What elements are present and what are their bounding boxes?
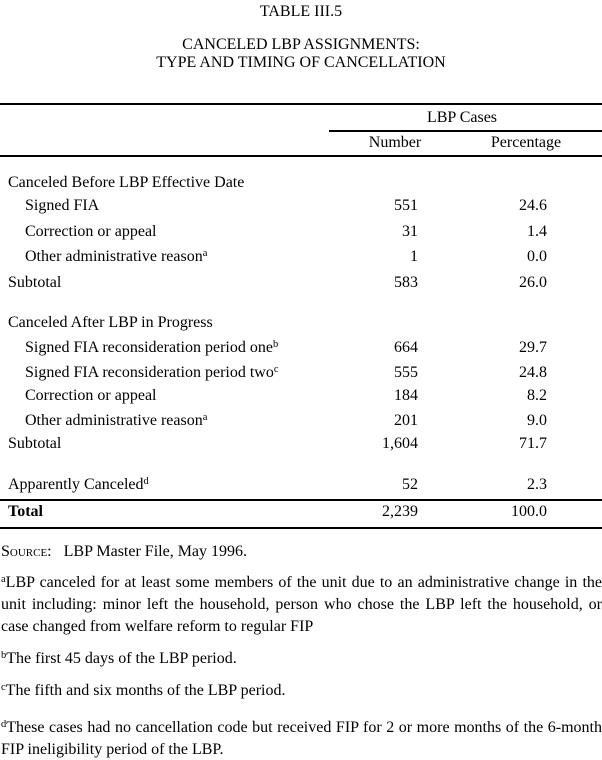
table-row: Signed FIA 551 24.6 [0, 198, 602, 216]
table-title-line2: TYPE AND TIMING OF CANCELLATION [156, 54, 446, 71]
table-row-total: Total 2,239 100.0 [0, 504, 602, 522]
row-label: Canceled Before LBP Effective Date [8, 174, 245, 191]
footnote-marker: b [272, 339, 279, 350]
row-label: Subtotal [8, 435, 62, 452]
spanner-rule [329, 130, 602, 132]
percentage-cell: 71.7 [519, 435, 547, 452]
footnote-marker: a [202, 412, 208, 423]
percentage-cell: 8.2 [527, 387, 547, 404]
row-label: Other administrative reasona [25, 248, 208, 265]
table-row: Subtotal 1,604 71.7 [0, 436, 602, 454]
pre-total-rule [0, 499, 602, 501]
row-label: Correction or appeal [25, 223, 157, 240]
number-cell: 664 [394, 339, 418, 356]
row-label: Canceled After LBP in Progress [8, 314, 213, 331]
number-cell: 201 [394, 412, 418, 429]
number-cell: 555 [394, 364, 418, 381]
footnote-c: cThe fifth and six months of the LBP per… [1, 682, 286, 699]
table-row: Signed FIA reconsideration period oneb 6… [0, 339, 602, 358]
percentage-cell: 29.7 [519, 339, 547, 356]
footnote-marker: c [1, 682, 6, 693]
table-row: Canceled Before LBP Effective Date [0, 175, 602, 193]
percentage-cell: 1.4 [527, 223, 547, 240]
source-line: Source: LBP Master File, May 1996. [1, 543, 601, 561]
row-label: Subtotal [8, 274, 62, 291]
header-rule [0, 155, 602, 157]
percentage-cell: 9.0 [527, 412, 547, 429]
footnote-marker: b [1, 650, 7, 661]
table-row: Correction or appeal 31 1.4 [0, 224, 602, 242]
column-header-number: Number [368, 134, 422, 151]
footnote-marker: c [273, 364, 279, 375]
table-row: Other administrative reasona 1 0.0 [0, 248, 602, 267]
table-row: Subtotal 583 26.0 [0, 275, 602, 293]
percentage-cell: 24.6 [519, 197, 547, 214]
table-number-title: TABLE III.5 [259, 3, 343, 20]
row-label: Signed FIA reconsideration period twoc [25, 364, 279, 381]
number-cell: 52 [402, 476, 418, 493]
row-label: Signed FIA reconsideration period oneb [25, 339, 279, 356]
row-label: Correction or appeal [25, 387, 157, 404]
footnote-a: aLBP canceled for at least some members … [1, 574, 602, 635]
table-row: Correction or appeal 184 8.2 [0, 388, 602, 406]
footnote-marker: d [143, 476, 149, 487]
footnote-b: bThe first 45 days of the LBP period. [1, 650, 237, 667]
row-label: Other administrative reasona [25, 412, 208, 429]
table-title-line1: CANCELED LBP ASSIGNMENTS: [182, 36, 420, 53]
percentage-cell: 100.0 [511, 503, 547, 520]
number-cell: 2,239 [382, 503, 418, 520]
number-cell: 184 [394, 387, 418, 404]
number-cell: 551 [394, 197, 418, 214]
column-header-percentage: Percentage [490, 134, 562, 151]
table-row: Signed FIA reconsideration period twoc 5… [0, 364, 602, 383]
number-cell: 583 [394, 274, 418, 291]
percentage-cell: 2.3 [527, 476, 547, 493]
column-group-header: LBP Cases [426, 109, 498, 126]
footnote-marker: a [1, 574, 6, 585]
footnote-marker: d [1, 719, 7, 730]
number-cell: 1,604 [382, 435, 418, 452]
table-rule-bottom [0, 527, 602, 529]
percentage-cell: 0.0 [527, 248, 547, 265]
percentage-cell: 24.8 [519, 364, 547, 381]
row-label: Total [8, 503, 43, 520]
row-label: Apparently Canceledd [8, 476, 149, 493]
table-row: Canceled After LBP in Progress [0, 315, 602, 333]
footnote-marker: a [202, 248, 208, 259]
table-row: Other administrative reasona 201 9.0 [0, 412, 602, 431]
number-cell: 31 [402, 223, 418, 240]
number-cell: 1 [410, 248, 418, 265]
table-row: Apparently Canceledd 52 2.3 [0, 476, 602, 495]
percentage-cell: 26.0 [519, 274, 547, 291]
source-text: LBP Master File, May 1996. [63, 543, 248, 560]
table-rule-top [0, 103, 602, 105]
footnote-d: dThese cases had no cancellation code bu… [1, 719, 602, 758]
row-label: Signed FIA [25, 197, 100, 214]
source-label: Source: [1, 543, 52, 560]
